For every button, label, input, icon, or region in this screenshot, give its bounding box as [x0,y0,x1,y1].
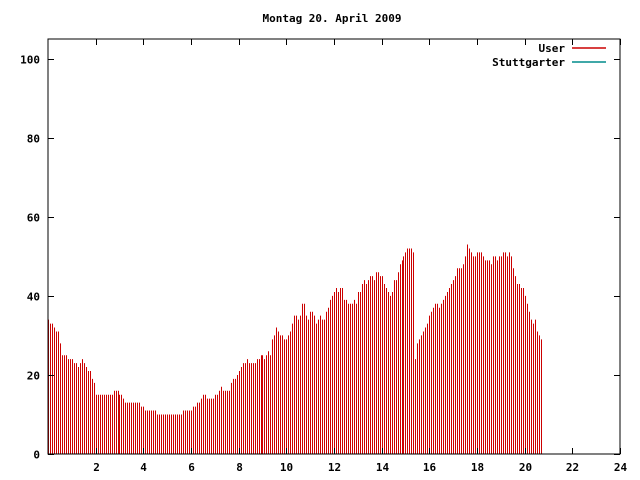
x-tick-label: 20 [519,461,532,474]
x-tick-label: 12 [328,461,341,474]
y-ticks-layer: 0 20 40 60 80 100 [20,54,620,462]
y-tick-label: 80 [27,133,40,146]
x-tick-label: 10 [280,461,293,474]
legend: User Stuttgarter [492,42,606,69]
x-tick-label: 24 [614,461,628,474]
x-tick-label: 14 [376,461,390,474]
y-tick-label: 40 [27,291,40,304]
x-tick-label: 4 [140,461,147,474]
bars-layer [48,244,542,454]
chart-title: Montag 20. April 2009 [262,12,401,25]
legend-label-user: User [539,42,566,55]
y-tick-label: 0 [33,449,40,462]
x-tick-label: 2 [93,461,100,474]
legend-label-stuttgarter: Stuttgarter [492,56,565,69]
y-tick-label: 60 [27,212,40,225]
y-tick-label: 20 [27,370,40,383]
x-tick-label: 22 [566,461,579,474]
x-tick-label: 16 [423,461,437,474]
x-tick-label: 8 [236,461,243,474]
y-tick-label: 100 [20,54,40,67]
plot-frame [47,38,621,455]
x-ticks-layer: 2 4 6 8 10 12 14 16 18 20 22 24 [93,39,627,474]
x-tick-label: 6 [188,461,195,474]
x-tick-label: 18 [471,461,484,474]
